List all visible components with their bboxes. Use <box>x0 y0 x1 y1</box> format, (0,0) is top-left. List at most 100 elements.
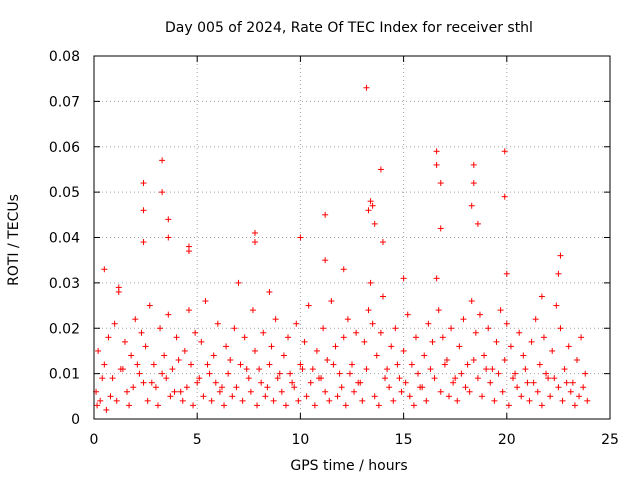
data-point <box>101 266 108 273</box>
data-point <box>363 366 370 373</box>
data-point <box>113 397 120 404</box>
data-point <box>415 370 422 377</box>
data-point <box>452 375 459 382</box>
data-point <box>454 397 461 404</box>
data-point <box>235 279 242 286</box>
data-point <box>159 189 166 196</box>
data-point <box>540 334 547 341</box>
data-point <box>565 343 572 350</box>
data-point <box>101 361 108 368</box>
data-point <box>423 397 430 404</box>
data-point <box>505 402 512 409</box>
data-point <box>450 379 457 386</box>
data-point <box>233 384 240 391</box>
data-point <box>247 388 254 395</box>
data-point <box>371 220 378 227</box>
data-point <box>183 384 190 391</box>
data-point <box>268 343 275 350</box>
data-point <box>260 329 267 336</box>
data-point <box>167 393 174 400</box>
data-point <box>188 361 195 368</box>
data-point <box>256 366 263 373</box>
data-point <box>584 397 591 404</box>
data-point <box>144 397 151 404</box>
y-tick-label: 0.04 <box>49 231 80 247</box>
data-point <box>291 384 298 391</box>
data-point <box>258 379 265 386</box>
data-point <box>421 352 428 359</box>
y-tick-label: 0 <box>71 412 80 428</box>
data-point <box>567 388 574 395</box>
data-point <box>326 397 333 404</box>
data-point <box>398 388 405 395</box>
data-point <box>237 361 244 368</box>
data-point <box>371 393 378 400</box>
data-point <box>115 284 122 291</box>
data-point <box>282 402 289 409</box>
data-point <box>173 334 180 341</box>
grid-lines <box>94 56 610 419</box>
data-point <box>109 375 116 382</box>
data-point <box>410 402 417 409</box>
data-point <box>355 379 362 386</box>
data-point <box>315 375 322 382</box>
data-point <box>470 180 477 187</box>
data-point <box>251 347 258 354</box>
data-point <box>569 379 576 386</box>
data-point <box>536 361 543 368</box>
data-point <box>555 384 562 391</box>
data-point <box>185 248 192 255</box>
data-point <box>578 334 585 341</box>
data-point <box>249 307 256 314</box>
data-point <box>545 375 552 382</box>
data-point <box>330 361 337 368</box>
y-axis-label: ROTI / TECUs <box>6 194 22 286</box>
data-point <box>433 148 440 155</box>
data-point <box>549 347 556 354</box>
data-point <box>328 298 335 305</box>
data-point <box>251 229 258 236</box>
data-point <box>365 207 372 214</box>
data-point <box>377 329 384 336</box>
data-point <box>530 379 537 386</box>
x-tick-label: 10 <box>291 432 309 448</box>
data-point <box>214 320 221 327</box>
data-point <box>392 325 399 332</box>
data-point <box>390 397 397 404</box>
data-point <box>251 239 258 246</box>
data-point <box>278 388 285 395</box>
data-point <box>299 366 306 373</box>
data-point <box>557 252 564 259</box>
data-point <box>171 388 178 395</box>
data-point <box>367 279 374 286</box>
data-point <box>138 329 145 336</box>
data-point <box>206 370 213 377</box>
data-point <box>146 302 153 309</box>
data-point <box>111 320 118 327</box>
data-point <box>524 379 531 386</box>
data-point <box>181 347 188 354</box>
data-point <box>254 402 261 409</box>
data-point <box>99 375 106 382</box>
data-point <box>103 406 110 413</box>
data-point <box>266 361 273 368</box>
data-point <box>580 384 587 391</box>
data-point <box>458 370 465 377</box>
data-point <box>464 361 471 368</box>
data-point <box>402 379 409 386</box>
data-point <box>239 397 246 404</box>
data-point <box>157 325 164 332</box>
data-point <box>126 402 133 409</box>
data-point <box>202 298 209 305</box>
data-point <box>342 402 349 409</box>
data-point <box>185 307 192 314</box>
data-point <box>571 402 578 409</box>
data-point <box>204 361 211 368</box>
data-point <box>303 393 310 400</box>
data-point <box>522 366 529 373</box>
data-point <box>443 357 450 364</box>
data-point <box>468 202 475 209</box>
data-point <box>130 384 137 391</box>
data-point <box>243 366 250 373</box>
data-point <box>547 393 554 400</box>
